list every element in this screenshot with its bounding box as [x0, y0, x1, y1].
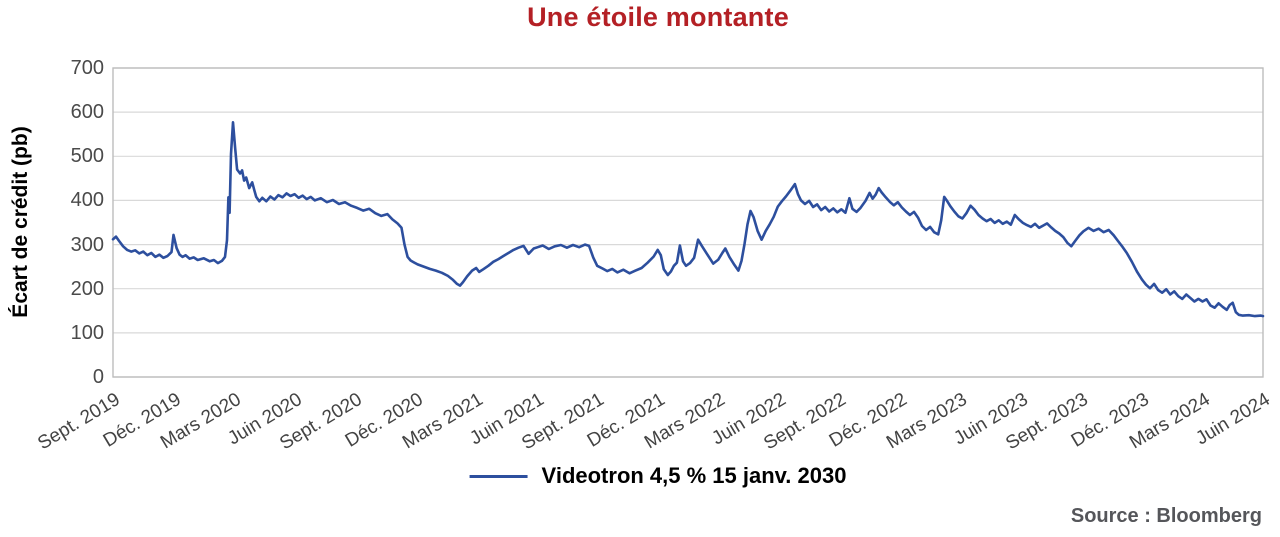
- y-tick-label-700: 700: [70, 57, 104, 79]
- source-credit: Source : Bloomberg: [1070, 505, 1262, 527]
- y-tick-label-200: 200: [70, 277, 104, 300]
- plot-border: [112, 67, 1264, 378]
- legend-line-swatch: [469, 474, 528, 478]
- chart-title: Une étoile montante: [527, 2, 789, 32]
- y-tick-label-0: 0: [92, 366, 104, 388]
- y-tick-label-100: 100: [70, 321, 104, 344]
- y-tick-label-500: 500: [70, 145, 104, 168]
- y-tick-label-400: 400: [70, 189, 104, 212]
- legend: Videotron 4,5 % 15 janv. 2030: [469, 463, 847, 489]
- y-tick-label-600: 600: [70, 101, 104, 124]
- y-tick-label-300: 300: [70, 233, 104, 256]
- legend-label: Videotron 4,5 % 15 janv. 2030: [541, 463, 847, 488]
- series-videotron-line: [111, 121, 1265, 318]
- gridlines: [113, 67, 1263, 378]
